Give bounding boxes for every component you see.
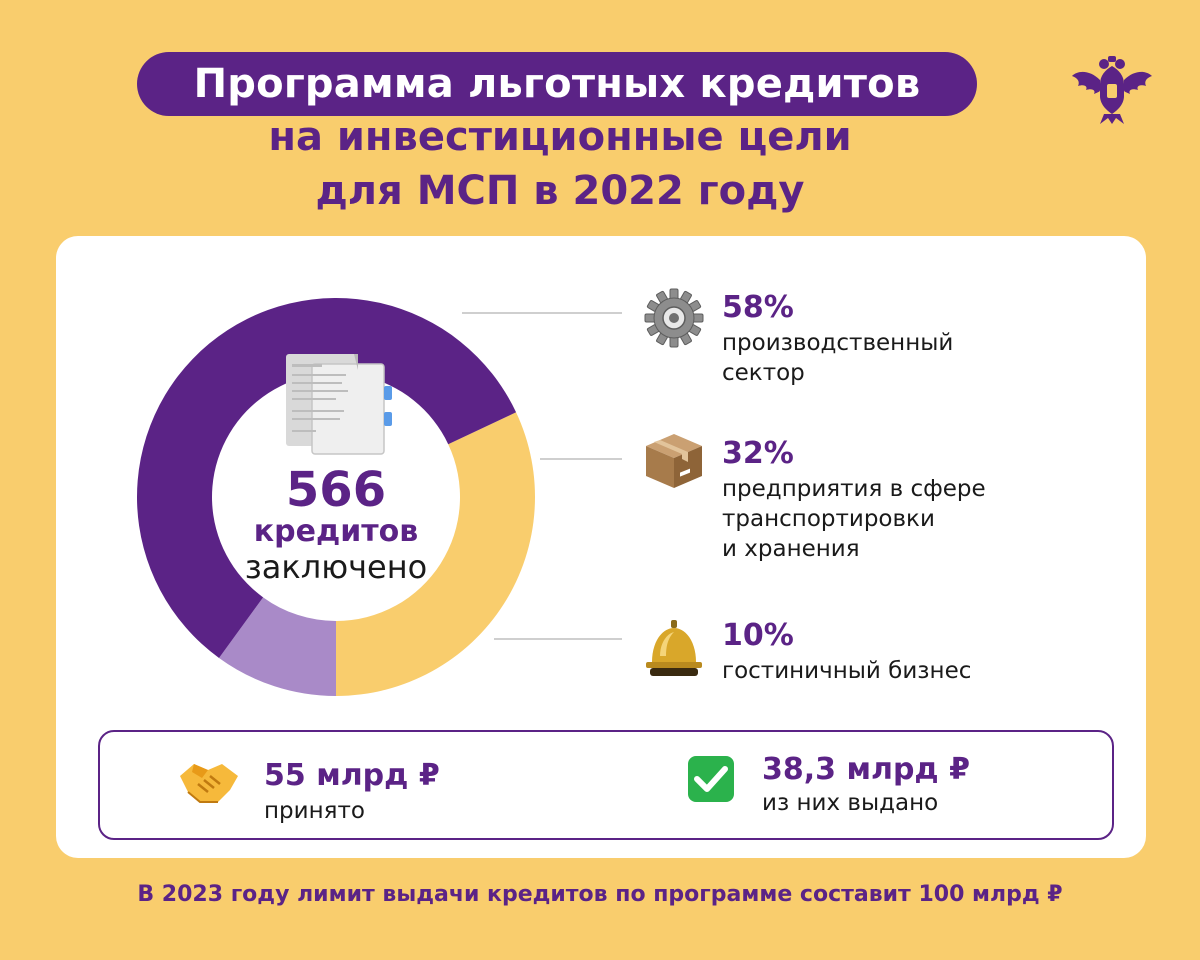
check-mark-icon	[688, 756, 734, 802]
loans-count-label: кредитов	[253, 514, 419, 549]
title-pill: Программа льготных кредитов	[137, 52, 977, 116]
accepted-amount: 55 млрд ₽	[264, 758, 440, 793]
connector-line-2	[540, 458, 622, 460]
segment-label-transport: предприятия в сфере транспортировки и хр…	[722, 476, 986, 562]
accepted-label: принято	[264, 798, 365, 824]
page-title: Программа льготных кредитов	[193, 61, 921, 107]
loans-count: 566	[285, 462, 387, 518]
connector-line-1	[462, 312, 622, 314]
donut-segment-transport	[336, 412, 535, 696]
eagle-emblem-icon	[1072, 56, 1152, 124]
donut-segment-manufacturing	[137, 298, 517, 658]
donut-segment-hotel	[219, 597, 336, 696]
segment-percent-manufacturing: 58%	[722, 290, 794, 325]
footer-note: В 2023 году лимит выдачи кредитов по про…	[137, 882, 1063, 907]
document-icon	[286, 354, 392, 455]
gear-icon	[644, 288, 704, 348]
connector-line-3	[494, 638, 622, 640]
segment-label-manufacturing: производственный сектор	[722, 330, 954, 386]
issued-amount: 38,3 млрд ₽	[762, 752, 970, 787]
page-subtitle-line2: для МСП в 2022 году	[315, 168, 805, 214]
segment-label-hotel: гостиничный бизнес	[722, 658, 972, 684]
stats-box	[98, 730, 1114, 840]
donut-chart	[137, 298, 535, 696]
box-icon	[646, 434, 702, 488]
segment-percent-hotel: 10%	[722, 618, 794, 653]
issued-label: из них выдано	[762, 790, 939, 816]
page-subtitle-line1: на инвестиционные цели	[268, 114, 852, 160]
segment-percent-transport: 32%	[722, 436, 794, 471]
bell-icon	[646, 620, 702, 676]
handshake-icon	[180, 764, 238, 803]
loans-count-caption: заключено	[244, 548, 428, 586]
